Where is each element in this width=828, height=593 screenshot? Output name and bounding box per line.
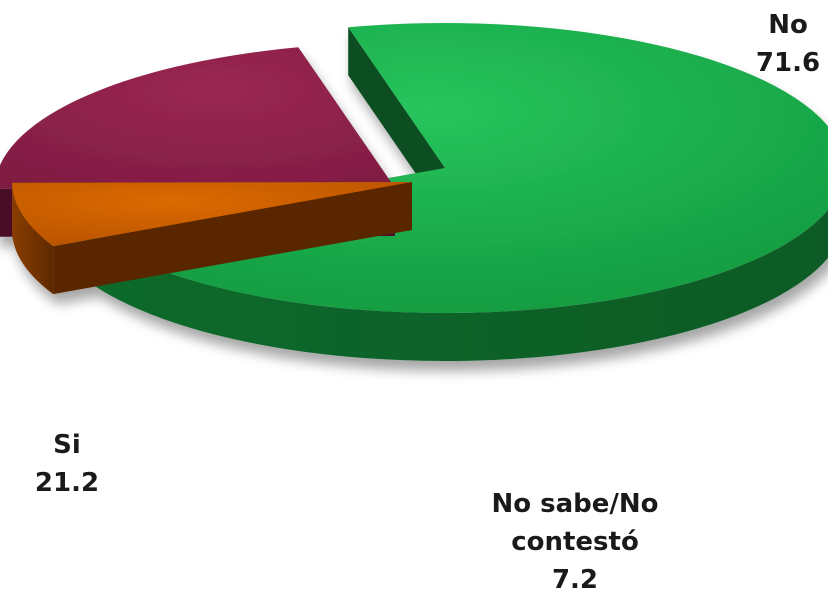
slice-wall-0-0 <box>348 27 445 217</box>
slice-label-0-line-0: No <box>768 10 808 40</box>
slice-value-1: 7.2 <box>552 565 598 593</box>
slice-top-2 <box>0 47 395 189</box>
slice-value-2: 21.2 <box>35 468 99 498</box>
slice-value-0: 71.6 <box>756 48 820 78</box>
pie-slice-1 <box>12 182 413 295</box>
slice-side-0-0 <box>86 209 828 361</box>
slice-top-1 <box>12 182 413 247</box>
slice-label-1-line-1: contestó <box>511 527 639 557</box>
slice-label-2-line-0: Si <box>53 430 81 460</box>
slice-side-1-0 <box>12 182 54 295</box>
slice-label-1-line-0: No sabe/No <box>491 489 658 519</box>
